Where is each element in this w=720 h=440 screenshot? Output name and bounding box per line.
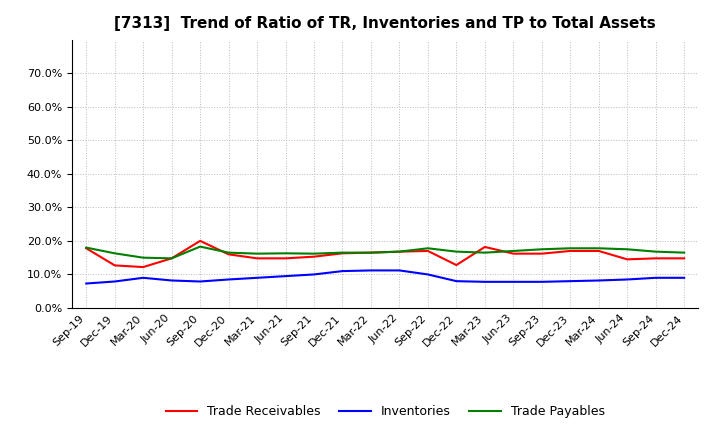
Inventories [196,279,204,284]
Inventories [423,272,432,277]
Inventories [167,278,176,283]
Trade Receivables [452,262,461,268]
Trade Payables [338,250,347,255]
Trade Payables [623,247,631,252]
Trade Receivables [282,256,290,261]
Line: Trade Payables: Trade Payables [86,246,684,258]
Trade Receivables [623,257,631,262]
Trade Receivables [253,256,261,261]
Inventories [509,279,518,285]
Trade Receivables [225,252,233,257]
Trade Payables [452,249,461,254]
Trade Payables [395,249,404,254]
Trade Receivables [338,251,347,256]
Inventories [395,268,404,273]
Trade Receivables [167,256,176,261]
Trade Payables [595,246,603,251]
Trade Payables [366,250,375,255]
Title: [7313]  Trend of Ratio of TR, Inventories and TP to Total Assets: [7313] Trend of Ratio of TR, Inventories… [114,16,656,32]
Inventories [623,277,631,282]
Inventories [310,272,318,277]
Line: Trade Receivables: Trade Receivables [86,241,684,267]
Trade Payables [253,251,261,256]
Trade Receivables [652,256,660,261]
Trade Receivables [196,238,204,244]
Trade Payables [196,244,204,249]
Inventories [110,279,119,284]
Trade Payables [282,251,290,256]
Trade Receivables [395,249,404,254]
Trade Receivables [480,244,489,249]
Inventories [282,274,290,279]
Inventories [566,279,575,284]
Inventories [139,275,148,280]
Trade Payables [680,250,688,255]
Trade Receivables [366,250,375,255]
Inventories [595,278,603,283]
Trade Receivables [537,251,546,256]
Inventories [82,281,91,286]
Trade Payables [225,250,233,255]
Trade Payables [82,245,91,250]
Trade Receivables [139,264,148,270]
Inventories [480,279,489,285]
Inventories [338,268,347,274]
Trade Receivables [680,256,688,261]
Trade Receivables [110,263,119,268]
Trade Receivables [595,248,603,253]
Trade Payables [139,255,148,260]
Legend: Trade Receivables, Inventories, Trade Payables: Trade Receivables, Inventories, Trade Pa… [161,400,610,423]
Trade Payables [537,247,546,252]
Trade Payables [566,246,575,251]
Inventories [225,277,233,282]
Trade Receivables [566,248,575,253]
Inventories [366,268,375,273]
Trade Payables [652,249,660,254]
Trade Receivables [310,254,318,259]
Trade Receivables [82,246,91,251]
Trade Payables [509,248,518,253]
Trade Payables [480,250,489,255]
Inventories [652,275,660,280]
Line: Inventories: Inventories [86,271,684,283]
Trade Payables [310,251,318,256]
Inventories [452,279,461,284]
Trade Payables [110,251,119,256]
Trade Payables [167,256,176,261]
Inventories [680,275,688,280]
Inventories [253,275,261,280]
Trade Payables [423,246,432,251]
Trade Receivables [509,251,518,256]
Trade Receivables [423,248,432,253]
Inventories [537,279,546,285]
